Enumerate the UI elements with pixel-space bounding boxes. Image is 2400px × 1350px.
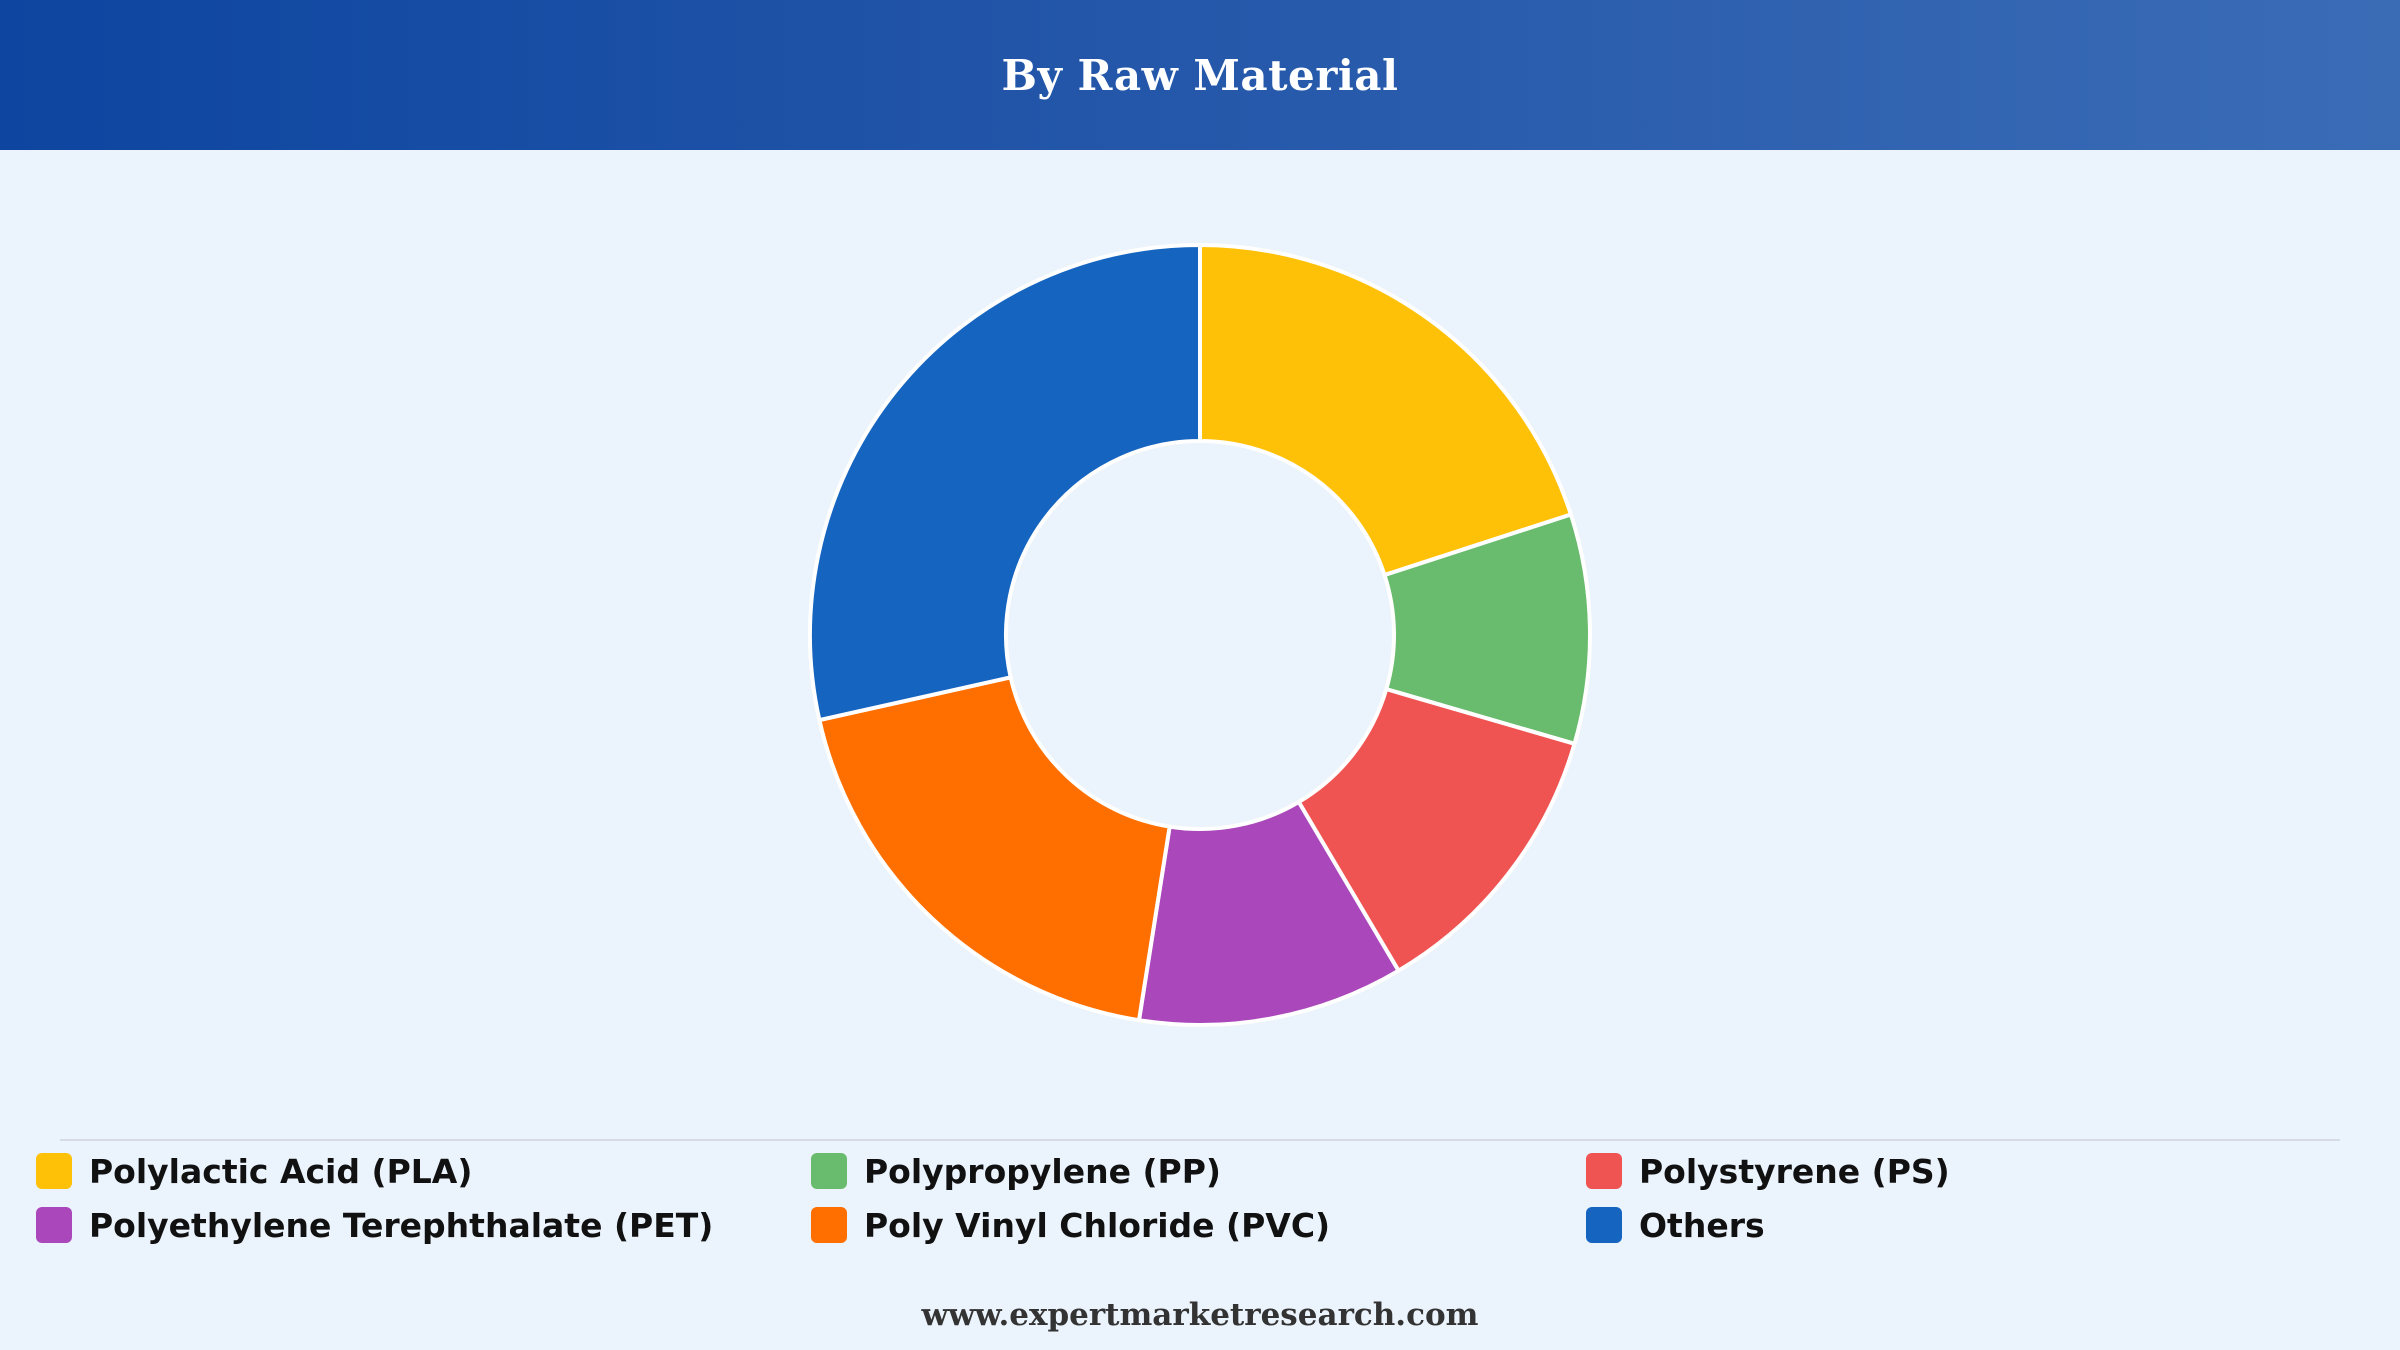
legend-swatch [1586,1207,1622,1243]
legend-swatch [811,1153,847,1189]
donut-slice-0 [1198,243,1573,578]
chart-title: By Raw Material [1001,50,1399,100]
donut-chart [808,243,1592,1027]
legend-swatch [36,1153,72,1189]
donut-slice-5 [808,243,1202,723]
legend-label: Polylactic Acid (PLA) [89,1151,473,1191]
legend-swatch [1586,1153,1622,1189]
legend-label: Polypropylene (PP) [864,1151,1221,1191]
donut-slice-1 [1382,512,1592,746]
legend-label: Others [1639,1205,1765,1245]
legend-divider [60,1139,2340,1141]
chart-legend: Polylactic Acid (PLA) Polypropylene (PP) P… [36,1151,2376,1245]
legend-item: Polyethylene Terephthalate (PET) [36,1205,811,1245]
donut-slice-4 [817,675,1172,1023]
donut-slice-2 [1296,687,1577,973]
legend-item: Polylactic Acid (PLA) [36,1151,811,1191]
donut-slice-3 [1136,799,1401,1027]
legend-label: Polystyrene (PS) [1639,1151,1950,1191]
chart-header: By Raw Material [0,0,2400,150]
legend-item: Polystyrene (PS) [1586,1151,2361,1191]
legend-item: Polypropylene (PP) [811,1151,1586,1191]
donut-slices [808,243,1592,1027]
legend-item: Others [1586,1205,2361,1245]
footer-url: www.expertmarketresearch.com [921,1297,1479,1333]
legend-item: Poly Vinyl Chloride (PVC) [811,1205,1586,1245]
legend-label: Polyethylene Terephthalate (PET) [89,1205,714,1245]
legend-label: Poly Vinyl Chloride (PVC) [864,1205,1331,1245]
legend-swatch [36,1207,72,1243]
legend-swatch [811,1207,847,1243]
